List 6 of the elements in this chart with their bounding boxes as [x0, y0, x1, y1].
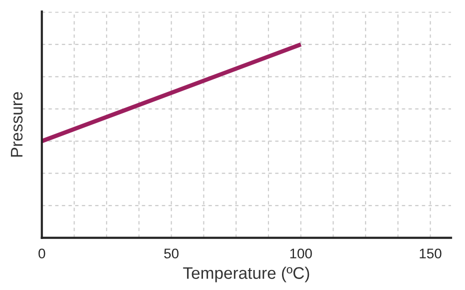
x-tick-label: 50 [164, 248, 179, 258]
y-axis-title: Pressure [10, 92, 23, 157]
x-tick-label: 0 [38, 248, 46, 258]
x-tick-label: 150 [420, 248, 442, 258]
x-axis-title: Temperature (ºC) [183, 266, 310, 282]
x-tick-label: 100 [290, 248, 312, 258]
